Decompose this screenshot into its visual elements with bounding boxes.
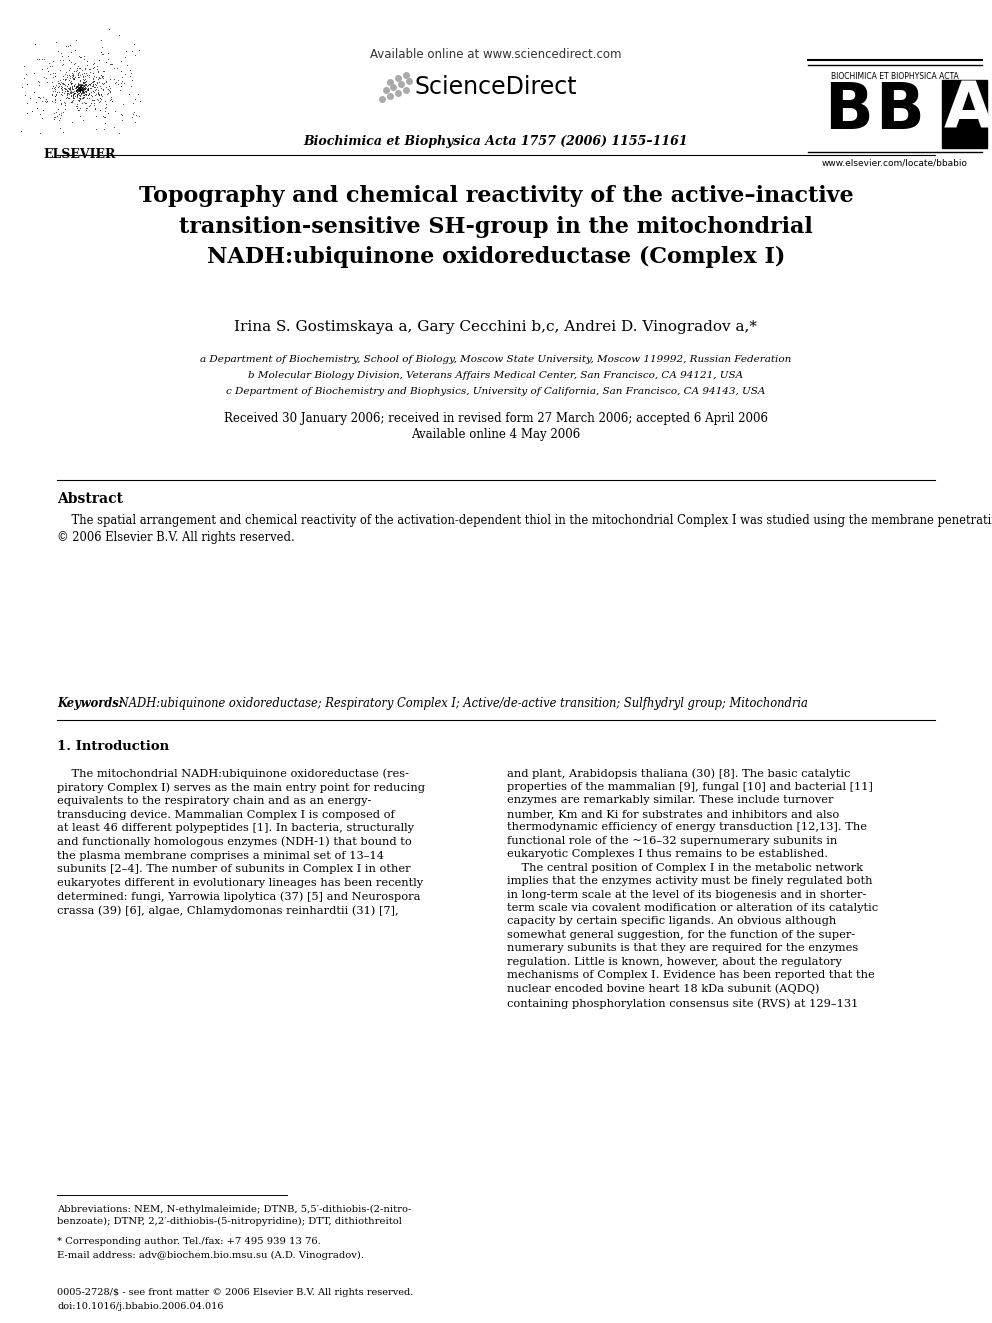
Text: Received 30 January 2006; received in revised form 27 March 2006; accepted 6 Apr: Received 30 January 2006; received in re… — [224, 411, 768, 425]
Text: Irina S. Gostimskaya a, Gary Cecchini b,c, Andrei D. Vinogradov a,*: Irina S. Gostimskaya a, Gary Cecchini b,… — [234, 320, 758, 333]
Text: A: A — [944, 79, 992, 142]
Text: Available online at www.sciencedirect.com: Available online at www.sciencedirect.co… — [370, 48, 622, 61]
Text: B: B — [875, 79, 924, 142]
Text: doi:10.1016/j.bbabio.2006.04.016: doi:10.1016/j.bbabio.2006.04.016 — [57, 1302, 223, 1311]
Text: www.elsevier.com/locate/bbabio: www.elsevier.com/locate/bbabio — [822, 157, 968, 167]
Text: Biochimica et Biophysica Acta 1757 (2006) 1155–1161: Biochimica et Biophysica Acta 1757 (2006… — [304, 135, 688, 148]
Text: ScienceDirect: ScienceDirect — [415, 75, 577, 99]
Text: and plant, Arabidopsis thaliana (30) [8]. The basic catalytic
properties of the : and plant, Arabidopsis thaliana (30) [8]… — [507, 767, 878, 1008]
Text: BIOCHIMICA ET BIOPHYSICA ACTA: BIOCHIMICA ET BIOPHYSICA ACTA — [831, 71, 959, 81]
Text: Available online 4 May 2006: Available online 4 May 2006 — [412, 429, 580, 441]
Text: a Department of Biochemistry, School of Biology, Moscow State University, Moscow: a Department of Biochemistry, School of … — [200, 355, 792, 364]
Text: B: B — [824, 79, 873, 142]
Text: The mitochondrial NADH:ubiquinone oxidoreductase (res-
piratory Complex I) serve: The mitochondrial NADH:ubiquinone oxidor… — [57, 767, 425, 917]
Bar — [942, 79, 987, 148]
Text: 0005-2728/$ - see front matter © 2006 Elsevier B.V. All rights reserved.: 0005-2728/$ - see front matter © 2006 El… — [57, 1289, 414, 1297]
Text: Abstract: Abstract — [57, 492, 123, 505]
Text: * Corresponding author. Tel./fax: +7 495 939 13 76.: * Corresponding author. Tel./fax: +7 495… — [57, 1237, 320, 1246]
Text: c Department of Biochemistry and Biophysics, University of California, San Franc: c Department of Biochemistry and Biophys… — [226, 388, 766, 396]
Text: ELSEVIER: ELSEVIER — [44, 148, 116, 161]
Text: NADH:ubiquinone oxidoreductase; Respiratory Complex I; Active/de-active transiti: NADH:ubiquinone oxidoreductase; Respirat… — [115, 697, 807, 710]
Text: The spatial arrangement and chemical reactivity of the activation-dependent thio: The spatial arrangement and chemical rea… — [57, 515, 992, 544]
Text: E-mail address: adv@biochem.bio.msu.su (A.D. Vinogradov).: E-mail address: adv@biochem.bio.msu.su (… — [57, 1252, 364, 1259]
Text: Abbreviations: NEM, N-ethylmaleimide; DTNB, 5,5′-dithiobis-(2-nitro-
benzoate); : Abbreviations: NEM, N-ethylmaleimide; DT… — [57, 1205, 412, 1226]
Text: Topography and chemical reactivity of the active–inactive
transition-sensitive S: Topography and chemical reactivity of th… — [139, 185, 853, 269]
Text: 1. Introduction: 1. Introduction — [57, 740, 169, 753]
Text: b Molecular Biology Division, Veterans Affairs Medical Center, San Francisco, CA: b Molecular Biology Division, Veterans A… — [248, 370, 744, 380]
Text: Keywords:: Keywords: — [57, 697, 123, 710]
